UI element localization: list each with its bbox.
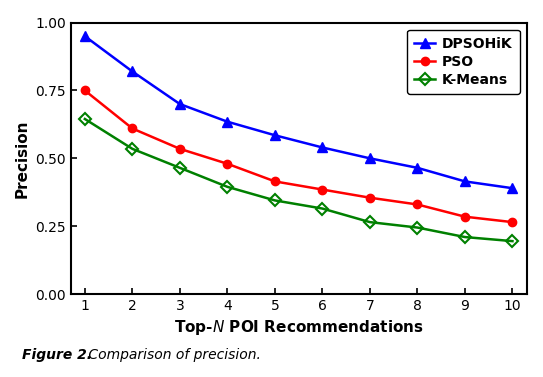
Text: Comparison of precision.: Comparison of precision. bbox=[84, 348, 261, 362]
K-Means bbox=[462, 235, 468, 239]
DPSOHiK bbox=[462, 179, 468, 184]
DPSOHiK bbox=[319, 145, 326, 150]
K-Means bbox=[414, 225, 421, 230]
PSO bbox=[462, 215, 468, 219]
PSO bbox=[509, 220, 516, 224]
PSO bbox=[272, 179, 278, 184]
Y-axis label: Precision: Precision bbox=[15, 119, 29, 198]
Legend: DPSOHiK, PSO, K-Means: DPSOHiK, PSO, K-Means bbox=[407, 29, 520, 94]
X-axis label: Top-$\mathit{N}$ POI Recommendations: Top-$\mathit{N}$ POI Recommendations bbox=[174, 319, 424, 337]
DPSOHiK bbox=[81, 34, 88, 38]
DPSOHiK bbox=[176, 102, 183, 106]
Text: Figure 2.: Figure 2. bbox=[22, 348, 92, 362]
DPSOHiK bbox=[509, 186, 516, 190]
K-Means bbox=[319, 206, 326, 211]
DPSOHiK bbox=[272, 133, 278, 138]
PSO bbox=[319, 187, 326, 192]
DPSOHiK bbox=[414, 166, 421, 170]
PSO bbox=[224, 161, 231, 166]
PSO bbox=[81, 88, 88, 93]
K-Means bbox=[509, 239, 516, 244]
Line: PSO: PSO bbox=[81, 86, 516, 226]
K-Means bbox=[176, 166, 183, 170]
DPSOHiK bbox=[129, 69, 136, 74]
DPSOHiK bbox=[224, 120, 231, 124]
K-Means bbox=[129, 147, 136, 151]
PSO bbox=[414, 202, 421, 207]
K-Means bbox=[81, 117, 88, 121]
DPSOHiK bbox=[367, 156, 373, 161]
K-Means bbox=[272, 198, 278, 203]
PSO bbox=[129, 126, 136, 131]
K-Means bbox=[367, 220, 373, 224]
K-Means bbox=[224, 185, 231, 189]
PSO bbox=[367, 195, 373, 200]
PSO bbox=[176, 147, 183, 151]
Line: DPSOHiK: DPSOHiK bbox=[80, 31, 517, 193]
Line: K-Means: K-Means bbox=[81, 115, 516, 245]
